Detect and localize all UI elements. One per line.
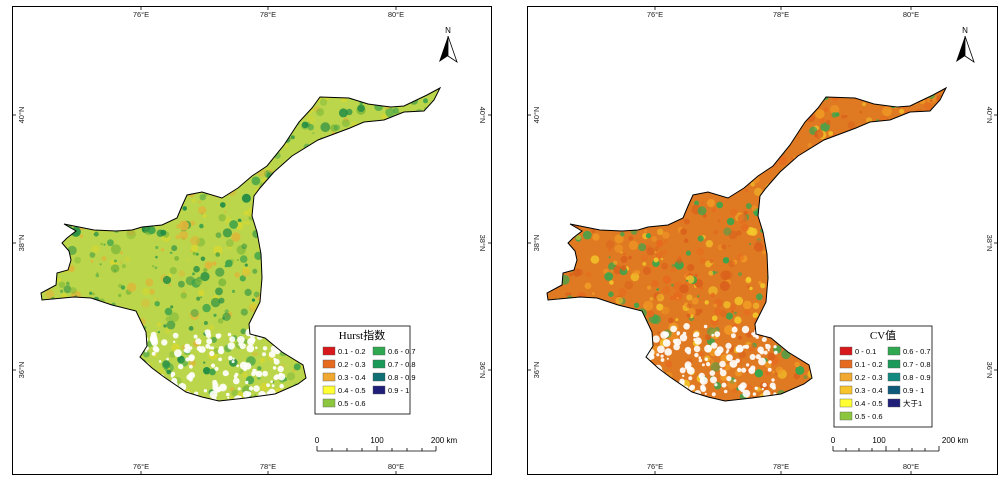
scale-label: 200 km	[431, 436, 458, 445]
legend-item-label: 0.7 - 0.8	[903, 360, 931, 369]
lon-label-top: 78°E	[773, 10, 789, 19]
legend-item-label: 0.6 - 0.7	[388, 347, 416, 356]
legend-title: CV值	[870, 329, 896, 342]
north-arrow-icon: N	[439, 26, 458, 63]
hurst-map-panel: 76°E 78°E 80°E 76°E 78°E 80°E 40°N 38°N …	[12, 6, 492, 475]
legend-swatch	[887, 385, 901, 395]
lat-label-right: 36°N	[478, 362, 487, 379]
scale-bar: 0 100 200 km	[315, 436, 458, 452]
legend-swatch	[887, 398, 901, 408]
lat-label-right: 36°N	[985, 362, 994, 379]
lon-label-bottom: 76°E	[133, 462, 149, 471]
scale-label: 200 km	[942, 436, 969, 445]
lon-label-top: 80°E	[388, 10, 404, 19]
hurst-map: 76°E 78°E 80°E 76°E 78°E 80°E 40°N 38°N …	[12, 6, 492, 475]
lat-label-left: 38°N	[532, 235, 541, 252]
lat-label-right: 38°N	[985, 235, 994, 252]
lon-label-bottom: 80°E	[903, 462, 919, 471]
legend-item-label: 0.3 - 0.4	[855, 386, 883, 395]
hurst-legend: Hurst指数 0.1 - 0.2 0.2 - 0.3 0.3 - 0.4 0.4 -…	[314, 325, 416, 415]
region-boundary	[546, 86, 948, 402]
lat-label-right: 40°N	[985, 107, 994, 124]
legend-swatch	[839, 346, 853, 356]
region-boundary	[40, 86, 442, 402]
legend-item-label: 0.2 - 0.3	[338, 360, 366, 369]
legend-item-label: 0.7 - 0.8	[388, 360, 416, 369]
legend-swatch	[887, 372, 901, 382]
legend-swatch	[322, 346, 336, 356]
legend-swatch	[839, 385, 853, 395]
legend-item-label: 0.2 - 0.3	[855, 373, 883, 382]
lat-label-left: 36°N	[532, 362, 541, 379]
legend-swatch	[322, 359, 336, 369]
legend-swatch	[839, 411, 853, 421]
cv-map-panel: 76°E 78°E 80°E 76°E 78°E 80°E 40°N 38°N …	[527, 6, 1000, 475]
legend-item-label: 0.1 - 0.2	[855, 360, 883, 369]
legend-item-label: 0.6 - 0.7	[903, 347, 931, 356]
lon-label-top: 76°E	[647, 10, 663, 19]
lat-label-right: 38°N	[478, 235, 487, 252]
legend-item-label: 0.9 - 1	[903, 386, 924, 395]
legend-item-label: 0.3 - 0.4	[338, 373, 366, 382]
cv-legend: CV值 0 - 0.1 0.1 - 0.2 0.2 - 0.3 0.3 - 0.4 0.…	[833, 325, 933, 428]
legend-swatch	[372, 385, 386, 395]
scale-bar: 0 100 200 km	[831, 436, 969, 452]
legend-swatch	[887, 359, 901, 369]
legend-item-label: 0.8 - 0.9	[388, 373, 416, 382]
tick-marks	[12, 6, 492, 475]
north-arrow-icon: N	[956, 26, 975, 63]
lat-label-right: 40°N	[478, 107, 487, 124]
legend-item-label: 0 - 0.1	[855, 347, 876, 356]
lon-label-bottom: 76°E	[647, 462, 663, 471]
legend-item-label: 0.4 - 0.5	[855, 399, 883, 408]
legend-item-label: 0.5 - 0.6	[855, 412, 883, 421]
legend-item-label: 大于1	[903, 398, 922, 408]
legend-swatch	[372, 346, 386, 356]
lon-label-top: 78°E	[260, 10, 276, 19]
legend-swatch	[322, 372, 336, 382]
lon-label-top: 80°E	[903, 10, 919, 19]
lon-label-bottom: 78°E	[773, 462, 789, 471]
legend-swatch	[372, 359, 386, 369]
legend-title: Hurst指数	[339, 328, 385, 342]
scale-label: 100	[872, 436, 886, 445]
lat-label-left: 36°N	[17, 362, 26, 379]
legend-swatch	[839, 398, 853, 408]
scale-label: 0	[315, 436, 320, 445]
lon-label-top: 76°E	[133, 10, 149, 19]
legend-item-label: 0.8 - 0.9	[903, 373, 931, 382]
scale-label: 100	[370, 436, 384, 445]
svg-text:N: N	[962, 26, 968, 35]
lon-label-bottom: 78°E	[260, 462, 276, 471]
lat-label-left: 40°N	[532, 107, 541, 124]
lat-label-left: 38°N	[17, 235, 26, 252]
legend-item-label: 0.5 - 0.6	[338, 399, 366, 408]
tick-marks	[527, 6, 998, 475]
legend-item-label: 0.4 - 0.5	[338, 386, 366, 395]
lon-label-bottom: 80°E	[388, 462, 404, 471]
scale-label: 0	[831, 436, 836, 445]
legend-item-label: 0.9 - 1	[388, 386, 409, 395]
legend-swatch	[887, 346, 901, 356]
legend-swatch	[322, 385, 336, 395]
lat-label-left: 40°N	[17, 107, 26, 124]
svg-text:N: N	[445, 26, 451, 35]
legend-swatch	[372, 372, 386, 382]
legend-swatch	[839, 372, 853, 382]
legend-swatch	[322, 398, 336, 408]
legend-swatch	[839, 359, 853, 369]
legend-item-label: 0.1 - 0.2	[338, 347, 366, 356]
cv-map: 76°E 78°E 80°E 76°E 78°E 80°E 40°N 38°N …	[527, 6, 998, 475]
